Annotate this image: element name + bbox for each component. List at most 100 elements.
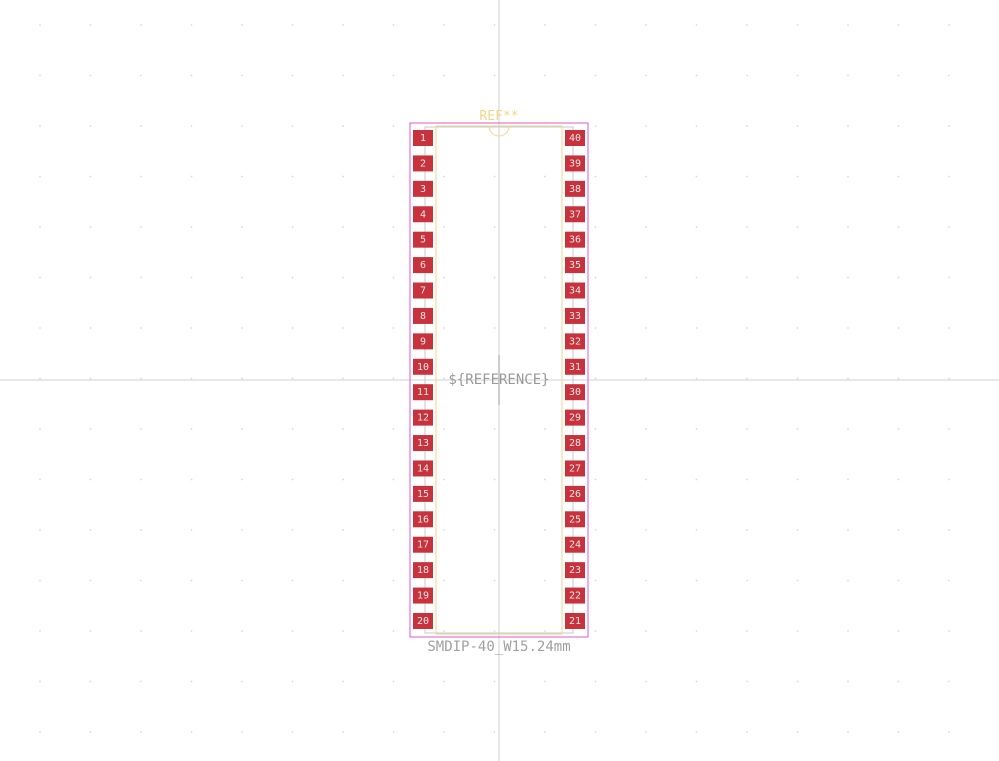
pad-2[interactable]: 2 — [413, 155, 433, 172]
pad-6[interactable]: 6 — [413, 257, 433, 274]
pad-22[interactable]: 22 — [565, 587, 585, 604]
pad-number: 12 — [417, 413, 429, 424]
pad-11[interactable]: 11 — [413, 384, 433, 401]
grid-dot — [695, 24, 698, 26]
grid-dot — [443, 529, 445, 531]
grid-dot — [140, 74, 142, 77]
footprint-value[interactable]: SMDIP-40_W15.24mm — [427, 639, 570, 655]
grid-dot — [241, 125, 243, 127]
pad-30[interactable]: 30 — [565, 384, 585, 401]
grid-dot — [493, 175, 496, 178]
pad-number: 32 — [569, 336, 581, 347]
pad-20[interactable]: 20 — [413, 612, 433, 629]
pad-17[interactable]: 17 — [413, 536, 433, 553]
pad-15[interactable]: 15 — [413, 485, 433, 502]
pad-number: 19 — [417, 591, 429, 602]
pad-18[interactable]: 18 — [413, 562, 433, 579]
pad-10[interactable]: 10 — [413, 358, 433, 375]
pad-33[interactable]: 33 — [565, 307, 585, 324]
pad-13[interactable]: 13 — [413, 435, 433, 452]
pad-37[interactable]: 37 — [565, 206, 585, 223]
grid-dot — [695, 630, 698, 632]
pad-shape — [565, 485, 585, 502]
pad-12[interactable]: 12 — [413, 409, 433, 426]
pad-25[interactable]: 25 — [565, 511, 585, 528]
grid-dot — [140, 428, 142, 430]
pad-24[interactable]: 24 — [565, 536, 585, 553]
grid-dot — [544, 680, 546, 683]
grid-dot — [847, 175, 849, 178]
reference-designator[interactable]: REF** — [479, 109, 518, 124]
grid-dot — [948, 428, 950, 430]
pad-number: 22 — [569, 591, 581, 602]
pad-23[interactable]: 23 — [565, 562, 585, 579]
grid-dot — [392, 630, 395, 632]
grid-dot — [544, 428, 546, 430]
grid-dot — [89, 579, 92, 582]
grid-dot — [594, 175, 597, 178]
pad-26[interactable]: 26 — [565, 485, 585, 502]
pad-32[interactable]: 32 — [565, 333, 585, 350]
pad-39[interactable]: 39 — [565, 155, 585, 172]
grid-dot — [948, 24, 950, 26]
pad-31[interactable]: 31 — [565, 358, 585, 375]
grid-dots — [39, 24, 950, 733]
grid-dot — [746, 630, 748, 632]
grid-dot — [948, 579, 950, 582]
pad-shape — [565, 358, 585, 375]
pad-9[interactable]: 9 — [413, 333, 433, 350]
grid-dot — [140, 579, 142, 582]
pad-36[interactable]: 36 — [565, 231, 585, 248]
pad-shape — [413, 358, 433, 375]
grid-dot — [544, 478, 546, 481]
pad-5[interactable]: 5 — [413, 231, 433, 248]
pad-3[interactable]: 3 — [413, 180, 433, 197]
grid-dot — [190, 175, 193, 178]
pad-number: 8 — [420, 311, 426, 322]
pad-40[interactable]: 40 — [565, 130, 585, 146]
pad-8[interactable]: 8 — [413, 307, 433, 324]
pad-1[interactable]: 1 — [413, 130, 433, 146]
pad-16[interactable]: 16 — [413, 511, 433, 528]
grid-dot — [39, 579, 41, 582]
pad-38[interactable]: 38 — [565, 180, 585, 197]
grid-dot — [140, 478, 142, 481]
pad-7[interactable]: 7 — [413, 282, 433, 299]
pad-14[interactable]: 14 — [413, 460, 433, 477]
pin1-notch — [488, 125, 510, 137]
pad-28[interactable]: 28 — [565, 435, 585, 452]
grid-dot — [948, 125, 950, 127]
grid-dot — [695, 74, 698, 77]
pad-shape — [565, 536, 585, 553]
grid-dot — [342, 327, 344, 329]
grid-dot — [190, 74, 193, 77]
grid-dot — [140, 680, 142, 683]
grid-dot — [847, 529, 849, 531]
grid-dot — [342, 428, 344, 430]
grid-dot — [392, 226, 395, 228]
grid-dot — [796, 680, 799, 683]
pad-21[interactable]: 21 — [565, 612, 585, 629]
grid-dot — [847, 377, 849, 380]
pad-35[interactable]: 35 — [565, 257, 585, 274]
grid-dot — [645, 680, 647, 683]
grid-dot — [342, 377, 344, 380]
pad-29[interactable]: 29 — [565, 409, 585, 426]
pad-number: 5 — [420, 235, 426, 246]
grid-dot — [190, 630, 193, 632]
pad-number: 27 — [569, 463, 581, 474]
grid-dot — [948, 74, 950, 77]
pad-4[interactable]: 4 — [413, 206, 433, 223]
pad-number: 3 — [420, 184, 426, 195]
grid-dot — [39, 731, 41, 733]
grid-dot — [241, 529, 243, 531]
grid-dot — [897, 630, 900, 632]
pad-19[interactable]: 19 — [413, 587, 433, 604]
grid-dot — [645, 630, 647, 632]
pad-shape — [565, 612, 585, 629]
grid-dot — [89, 226, 92, 228]
pad-27[interactable]: 27 — [565, 460, 585, 477]
pad-34[interactable]: 34 — [565, 282, 585, 299]
